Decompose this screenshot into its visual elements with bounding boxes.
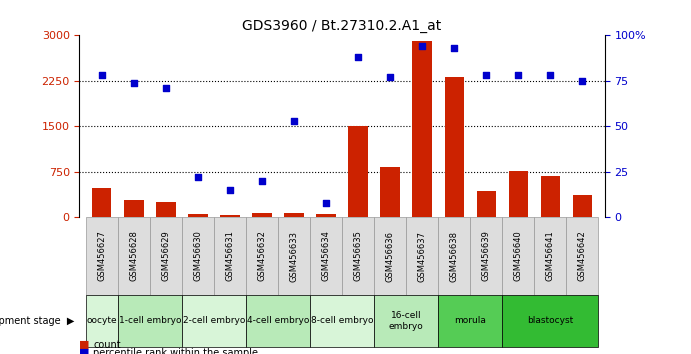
Bar <box>413 41 432 217</box>
FancyBboxPatch shape <box>310 217 342 295</box>
Point <box>160 85 171 91</box>
FancyBboxPatch shape <box>374 295 438 347</box>
FancyBboxPatch shape <box>150 217 182 295</box>
FancyBboxPatch shape <box>278 217 310 295</box>
FancyBboxPatch shape <box>182 217 214 295</box>
Bar <box>156 202 176 217</box>
Text: 16-cell
embryo: 16-cell embryo <box>389 311 424 331</box>
Bar <box>477 191 495 217</box>
Text: GSM456629: GSM456629 <box>162 231 171 281</box>
Bar <box>285 213 303 217</box>
Text: morula: morula <box>454 316 486 325</box>
Text: 8-cell embryo: 8-cell embryo <box>311 316 373 325</box>
Point <box>481 73 492 78</box>
FancyBboxPatch shape <box>566 217 598 295</box>
Text: GSM456636: GSM456636 <box>386 230 395 281</box>
Text: GSM456639: GSM456639 <box>482 230 491 281</box>
Text: GSM456628: GSM456628 <box>129 230 138 281</box>
Bar <box>124 200 144 217</box>
Point <box>448 45 460 51</box>
FancyBboxPatch shape <box>342 217 374 295</box>
Text: GSM456634: GSM456634 <box>321 230 330 281</box>
Title: GDS3960 / Bt.27310.2.A1_at: GDS3960 / Bt.27310.2.A1_at <box>243 19 442 33</box>
Point <box>417 44 428 49</box>
Point <box>513 73 524 78</box>
FancyBboxPatch shape <box>86 217 118 295</box>
FancyBboxPatch shape <box>310 295 374 347</box>
FancyBboxPatch shape <box>214 217 246 295</box>
Text: 2-cell embryo: 2-cell embryo <box>183 316 245 325</box>
FancyBboxPatch shape <box>502 295 598 347</box>
Text: GSM456637: GSM456637 <box>417 230 426 281</box>
Text: GSM456638: GSM456638 <box>450 230 459 281</box>
Bar <box>540 176 560 217</box>
Text: ■: ■ <box>79 348 90 354</box>
Text: GSM456630: GSM456630 <box>193 230 202 281</box>
FancyBboxPatch shape <box>502 217 534 295</box>
Text: GSM456635: GSM456635 <box>354 230 363 281</box>
Point <box>577 78 588 84</box>
FancyBboxPatch shape <box>86 295 118 347</box>
Point <box>256 178 267 184</box>
Text: GSM456633: GSM456633 <box>290 230 299 281</box>
FancyBboxPatch shape <box>118 295 182 347</box>
FancyBboxPatch shape <box>118 217 150 295</box>
Text: ■: ■ <box>79 340 90 350</box>
Bar <box>93 188 111 217</box>
Bar <box>189 214 207 217</box>
Point <box>192 174 203 180</box>
FancyBboxPatch shape <box>470 217 502 295</box>
Point <box>545 73 556 78</box>
FancyBboxPatch shape <box>438 295 502 347</box>
Text: GSM456642: GSM456642 <box>578 231 587 281</box>
Point <box>321 200 332 205</box>
Bar <box>573 195 591 217</box>
Bar <box>220 215 240 217</box>
Text: count: count <box>93 340 121 350</box>
Text: oocyte: oocyte <box>86 316 117 325</box>
FancyBboxPatch shape <box>406 217 438 295</box>
FancyBboxPatch shape <box>246 217 278 295</box>
Text: development stage  ▶: development stage ▶ <box>0 316 74 326</box>
FancyBboxPatch shape <box>374 217 406 295</box>
Bar <box>509 171 528 217</box>
Point <box>288 118 299 124</box>
Bar <box>316 214 336 217</box>
Point <box>385 74 396 80</box>
Point <box>96 73 107 78</box>
Bar <box>444 77 464 217</box>
FancyBboxPatch shape <box>534 217 566 295</box>
Text: blastocyst: blastocyst <box>527 316 574 325</box>
Text: 4-cell embryo: 4-cell embryo <box>247 316 309 325</box>
Text: GSM456627: GSM456627 <box>97 230 106 281</box>
FancyBboxPatch shape <box>182 295 246 347</box>
Text: GSM456641: GSM456641 <box>546 231 555 281</box>
Point <box>225 187 236 193</box>
Bar <box>348 126 368 217</box>
Point <box>129 80 140 85</box>
Text: 1-cell embryo: 1-cell embryo <box>119 316 181 325</box>
FancyBboxPatch shape <box>438 217 470 295</box>
Text: GSM456631: GSM456631 <box>225 230 234 281</box>
Text: GSM456632: GSM456632 <box>258 230 267 281</box>
Text: percentile rank within the sample: percentile rank within the sample <box>93 348 258 354</box>
Bar <box>252 213 272 217</box>
Point <box>352 55 363 60</box>
Bar <box>381 167 399 217</box>
FancyBboxPatch shape <box>246 295 310 347</box>
Text: GSM456640: GSM456640 <box>513 231 522 281</box>
